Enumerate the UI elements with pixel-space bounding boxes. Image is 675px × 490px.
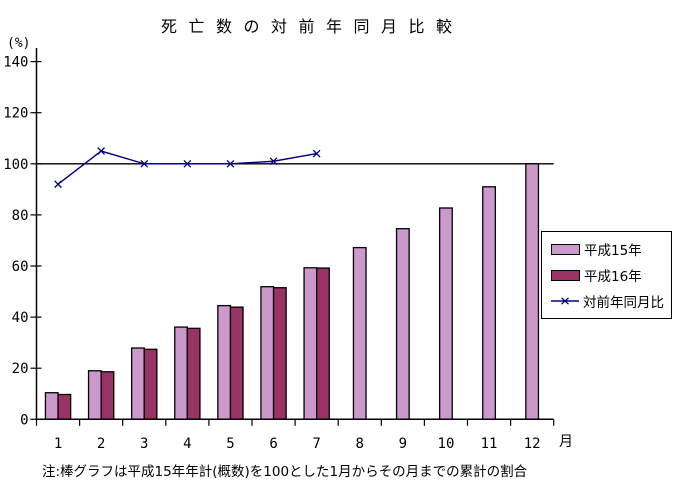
bar-h15-6	[260, 286, 275, 420]
footnote: 注:棒グラフは平成15年年計(概数)を100とした1月からその月までの累計の割合	[42, 464, 528, 480]
bar-h16-5	[229, 306, 244, 420]
bar-h15-10	[438, 207, 453, 420]
legend-label-h15: 平成15年	[584, 243, 642, 259]
bar-h15-8	[352, 246, 367, 420]
x-tick-label-3: 3	[140, 436, 148, 452]
ratio-marker-7	[312, 149, 321, 158]
x-tick-label-5: 5	[226, 436, 234, 452]
ratio-line	[57, 150, 317, 185]
chart-title: 死亡数の対前年同月比較	[161, 17, 464, 36]
bar-h16-3	[143, 348, 158, 420]
x-tick-label-7: 7	[312, 436, 320, 452]
bar-h15-3	[130, 347, 145, 420]
legend: 平成15年 平成16年 対前年同月比	[541, 231, 672, 319]
y-tick-label-60: 60	[12, 259, 29, 275]
bar-h15-4	[174, 326, 189, 420]
x-axis-unit-label: 月	[559, 434, 573, 450]
legend-label-ratio: 対前年同月比	[583, 295, 664, 311]
y-tick-label-140: 140	[3, 55, 28, 71]
legend-item-h15: 平成15年	[551, 239, 669, 259]
bar-h15-2	[87, 370, 102, 420]
y-tick-label-100: 100	[3, 157, 28, 173]
bar-h16-6	[272, 287, 287, 420]
legend-item-h16: 平成16年	[551, 265, 669, 285]
x-tick-label-8: 8	[356, 436, 364, 452]
ratio-marker-5	[226, 159, 235, 168]
bar-h16-2	[100, 371, 115, 420]
h16-bar-swatch-icon	[551, 269, 580, 281]
bar-h15-7	[303, 267, 318, 420]
bar-h16-1	[57, 393, 72, 420]
y-tick-label-80: 80	[12, 208, 29, 224]
y-tick-label-120: 120	[3, 106, 28, 122]
bar-h16-7	[315, 267, 330, 420]
y-tick-label-40: 40	[12, 310, 29, 326]
bar-h16-4	[186, 327, 201, 420]
bar-h15-9	[395, 228, 410, 420]
x-tick-label-12: 12	[524, 436, 541, 452]
ratio-marker-4	[183, 159, 192, 168]
ratio-marker-2	[97, 147, 106, 155]
y-tick-label-20: 20	[12, 361, 29, 377]
line-marker-swatch-icon	[551, 297, 579, 305]
x-tick-label-9: 9	[399, 436, 407, 452]
x-tick-label-6: 6	[269, 436, 277, 452]
h15-bar-swatch-icon	[551, 243, 580, 255]
bar-h15-1	[44, 392, 59, 420]
legend-label-h16: 平成16年	[584, 269, 642, 285]
bar-h15-5	[217, 304, 232, 420]
x-tick-label-1: 1	[54, 436, 62, 452]
ratio-marker-6	[269, 157, 278, 166]
y-tick-label-0: 0	[20, 412, 28, 428]
x-tick-label-2: 2	[97, 436, 105, 452]
x-tick-label-11: 11	[481, 436, 498, 452]
ratio-marker-3	[140, 159, 149, 168]
bar-h15-11	[482, 186, 497, 420]
ratio-marker-1	[54, 180, 62, 189]
bar-h15-12	[525, 163, 540, 420]
x-tick-label-4: 4	[183, 436, 191, 452]
y-axis-unit-label: (%)	[7, 36, 31, 51]
legend-item-ratio: 対前年同月比	[551, 291, 669, 311]
legend-x-marker	[561, 297, 569, 305]
x-tick-label-10: 10	[438, 436, 455, 452]
